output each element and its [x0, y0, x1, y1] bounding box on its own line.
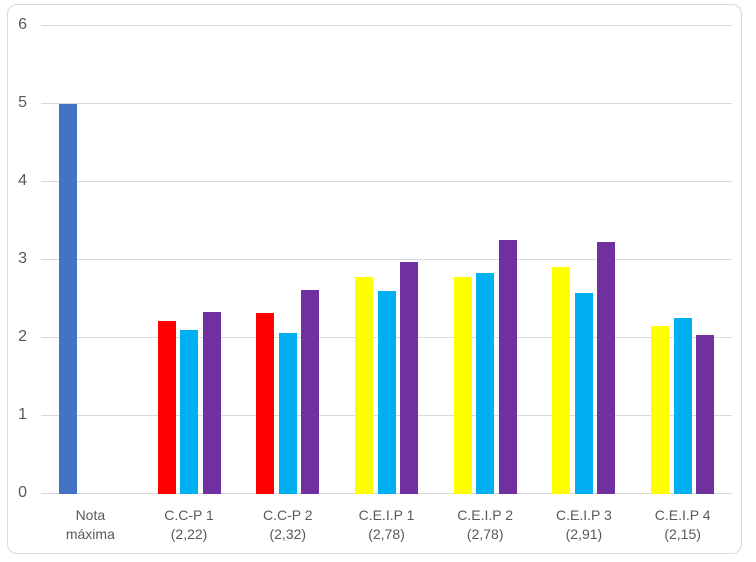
bar-c-e-i-p-1-cyan [377, 291, 396, 494]
bar-c-e-i-p-3-yellow [552, 267, 571, 494]
x-category-label-line1: C.E.I.P 1 [358, 507, 415, 523]
x-category-label-line1: C.E.I.P 4 [654, 507, 711, 523]
bar-c-e-i-p-1-purple [400, 262, 418, 494]
x-category-label-line1: C.C-P 2 [263, 507, 313, 523]
bar-c-c-p-1-cyan [180, 330, 199, 494]
x-category-label-line1: Nota [75, 507, 106, 523]
bar-c-e-i-p-4-purple [696, 335, 715, 494]
y-tick-label-6: 6 [18, 16, 27, 33]
gridline-y4 [41, 181, 732, 182]
bar-c-c-p-1-red [157, 321, 176, 494]
bar-nota-blue [58, 104, 77, 494]
bar-c-e-i-p-2-purple [498, 240, 517, 494]
bar-c-e-i-p-2-yellow [453, 277, 472, 494]
bar-c-e-i-p-4-cyan [673, 318, 692, 494]
bar-c-e-i-p-3-cyan [574, 293, 593, 494]
bar-c-e-i-p-1-yellow [355, 277, 373, 494]
x-category-label-line2: (2,15) [664, 526, 701, 542]
x-category-label-line1: C.C-P 1 [164, 507, 214, 523]
bar-c-e-i-p-4-yellow [651, 326, 670, 494]
x-category-label-c-e-i-p-4: C.E.I.P 4 (2,15) [633, 506, 732, 548]
y-tick-label-5: 5 [18, 94, 27, 111]
x-category-label-nota: Nota máxima [41, 506, 140, 548]
plot-area [41, 25, 732, 494]
x-category-label-c-e-i-p-3: C.E.I.P 3 (2,91) [535, 506, 634, 548]
bar-c-c-p-2-red [256, 313, 275, 494]
x-category-label-line2: (2,78) [466, 526, 504, 542]
x-category-label-c-c-p-2: C.C-P 2 (2,32) [238, 506, 337, 548]
chart-frame: 0 1 2 3 4 5 6 Nota máxima C.C-P 1 (2,22) C.C-P 2 (2… [7, 4, 742, 554]
y-tick-label-2: 2 [18, 328, 27, 345]
gridline-y5 [41, 103, 732, 104]
bar-c-c-p-2-cyan [278, 333, 297, 494]
x-category-label-c-e-i-p-2: C.E.I.P 2 (2,78) [436, 506, 535, 548]
gridline-y3 [41, 259, 732, 260]
x-category-label-line2: (2,91) [565, 526, 603, 542]
x-category-label-line2: (2,32) [269, 526, 307, 542]
y-tick-label-3: 3 [18, 250, 27, 267]
bar-c-e-i-p-3-purple [597, 242, 616, 494]
x-category-label-line2: (2,78) [368, 526, 405, 542]
bar-c-e-i-p-2-cyan [476, 273, 495, 494]
x-category-label-line2: (2,22) [170, 526, 208, 542]
bar-c-c-p-2-purple [301, 290, 320, 494]
y-tick-label-0: 0 [18, 484, 27, 501]
x-category-label-c-c-p-1: C.C-P 1 (2,22) [140, 506, 239, 548]
x-category-label-line1: C.E.I.P 2 [457, 507, 514, 523]
y-tick-label-1: 1 [18, 406, 27, 423]
bar-c-c-p-1-purple [202, 312, 221, 494]
x-category-label-line2: máxima [65, 526, 115, 542]
x-category-label-c-e-i-p-1: C.E.I.P 1 (2,78) [337, 506, 436, 548]
x-category-label-line1: C.E.I.P 3 [556, 507, 612, 523]
y-tick-label-4: 4 [18, 172, 27, 189]
gridline-y6 [41, 25, 732, 26]
